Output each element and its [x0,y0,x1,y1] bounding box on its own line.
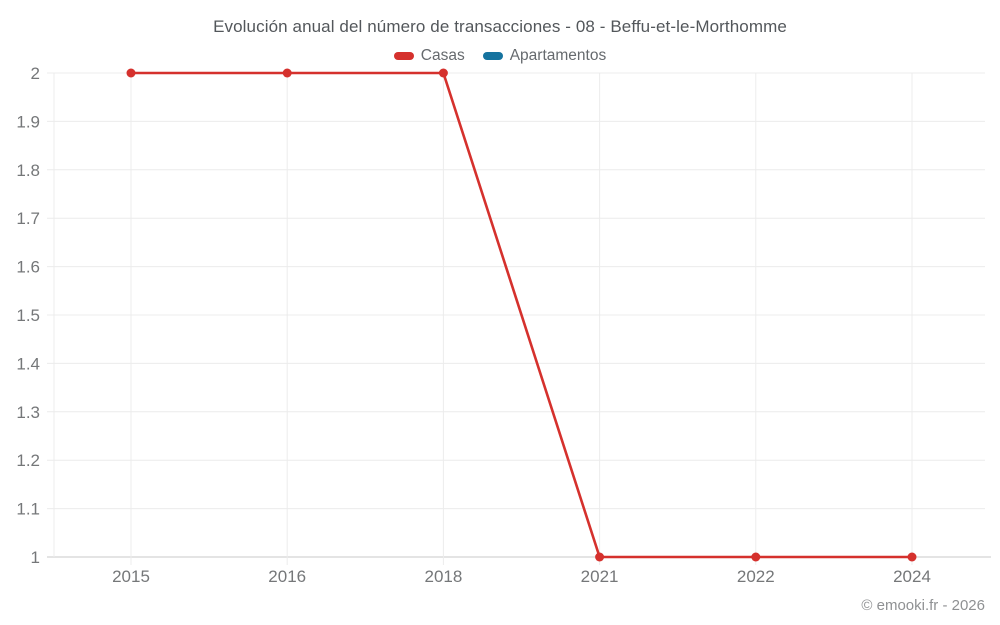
y-tick-label: 1.9 [16,112,40,131]
y-tick-label: 1.1 [16,500,40,519]
x-tick-label: 2016 [268,567,306,586]
y-tick-label: 1.4 [16,354,40,373]
legend-swatch-apartamentos [482,52,503,60]
y-tick-label: 1.7 [16,209,40,228]
y-tick-label: 1 [31,548,40,567]
x-tick-label: 2024 [893,567,931,586]
data-point-casas[interactable] [438,68,448,78]
y-tick-label: 1.5 [16,306,40,325]
y-tick-label: 1.3 [16,403,40,422]
data-point-casas[interactable] [751,552,761,562]
data-point-casas[interactable] [595,552,605,562]
legend-label: Casas [420,47,465,64]
chart-title: Evolución anual del número de transaccio… [213,17,787,36]
x-tick-label: 2022 [737,567,775,586]
y-tick-label: 1.6 [16,258,40,277]
y-tick-label: 1.8 [16,161,40,180]
data-point-casas[interactable] [907,552,917,562]
legend-label: Apartamentos [509,47,607,64]
copyright-text: © emooki.fr - 2026 [861,597,985,614]
data-point-casas[interactable] [126,68,136,78]
series-line-casas [129,71,914,559]
y-tick-label: 2 [31,64,40,83]
x-tick-label: 2018 [424,567,462,586]
x-tick-label: 2021 [581,567,619,586]
legend-item-apartamentos[interactable]: Apartamentos [482,47,607,65]
data-point-casas[interactable] [282,68,292,78]
y-tick-label: 1.2 [16,451,40,470]
chart-legend: Casas Apartamentos [0,47,1000,65]
legend-swatch-casas [393,52,414,60]
legend-item-casas[interactable]: Casas [393,47,465,65]
x-tick-label: 2015 [112,567,150,586]
